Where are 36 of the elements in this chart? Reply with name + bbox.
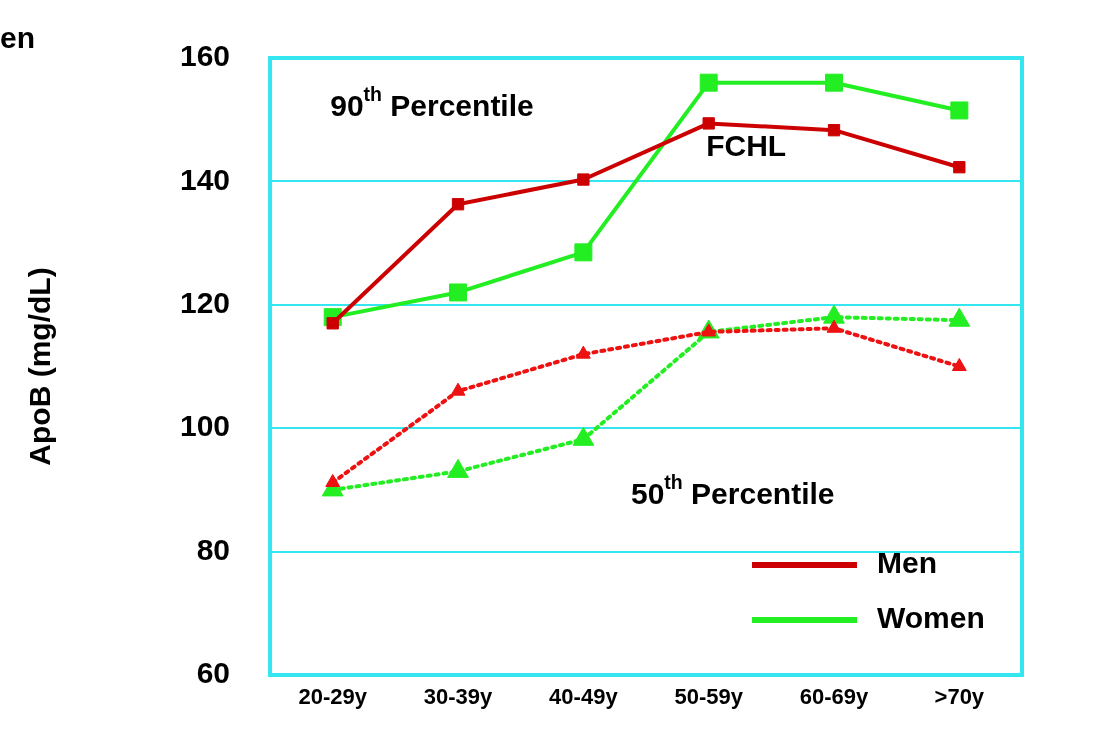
point <box>825 73 843 92</box>
point <box>948 307 971 327</box>
legend-label: Women <box>877 601 985 635</box>
y-tick-label: 120 <box>179 286 231 320</box>
point <box>826 319 842 333</box>
point <box>577 173 590 186</box>
legend-label: Men <box>877 546 937 580</box>
y-tick-label: 140 <box>179 162 231 196</box>
point <box>702 117 715 130</box>
x-tick-label: 60-69y <box>799 684 870 710</box>
point <box>953 161 966 174</box>
y-axis-title: ApoB (mg/dL) <box>23 267 57 466</box>
text: en <box>0 21 36 55</box>
point <box>572 426 595 446</box>
point <box>451 198 465 211</box>
point <box>450 382 466 396</box>
point <box>449 283 468 302</box>
y-tick-label: 100 <box>179 409 231 443</box>
point <box>827 124 841 137</box>
x-tick-label: 50-59y <box>674 684 744 710</box>
point <box>699 73 718 92</box>
x-tick-label: 20-29y <box>298 684 368 710</box>
x-tick-label: 30-39y <box>423 684 494 710</box>
x-tick-label: 40-49y <box>549 684 619 710</box>
point <box>574 243 593 262</box>
y-tick-label: 160 <box>179 39 231 73</box>
annotation: FCHL <box>706 128 787 162</box>
point <box>325 474 341 487</box>
x-tick-label: >70y <box>934 684 985 710</box>
point <box>951 358 967 371</box>
point <box>575 345 591 359</box>
y-tick-label: 80 <box>196 532 231 566</box>
point <box>823 304 845 324</box>
point <box>447 458 469 478</box>
y-tick-label: 60 <box>196 656 231 690</box>
point <box>950 101 969 120</box>
